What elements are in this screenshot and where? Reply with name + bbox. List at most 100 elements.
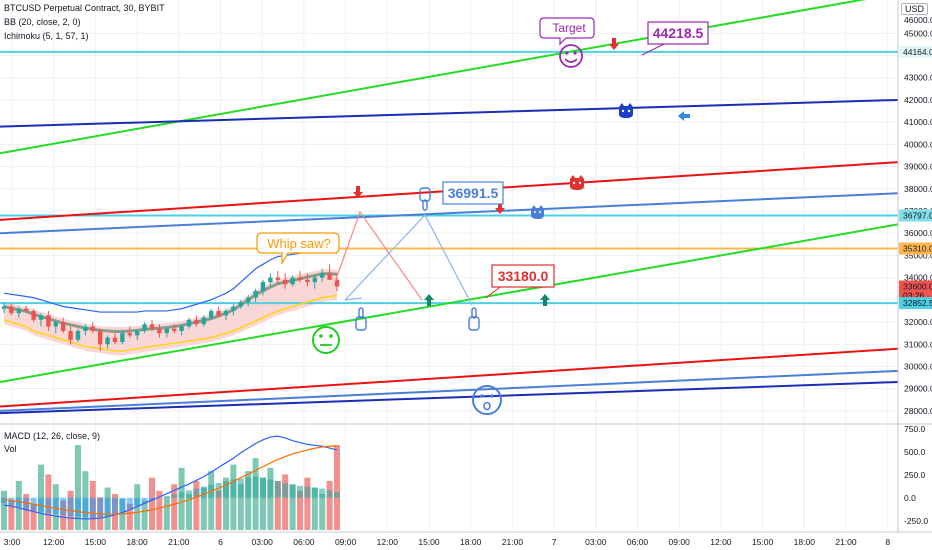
volume-bar	[30, 503, 37, 530]
macd-tick-label: 500.0	[904, 447, 926, 457]
candle-body	[83, 326, 88, 331]
ichimoku-legend[interactable]: Ichimoku (5, 1, 57, 1)	[4, 31, 89, 41]
time-tick-label: 15:00	[752, 537, 774, 547]
volume-bar	[38, 464, 44, 530]
mid-price-callout: 36991.5	[442, 181, 504, 205]
volume-bar	[326, 480, 333, 530]
macd-histogram-bar	[45, 497, 52, 514]
target-label: Target	[552, 21, 586, 35]
cloud-area	[4, 269, 337, 356]
macd-histogram-bar	[297, 485, 303, 498]
currency-badge[interactable]: USD	[900, 3, 928, 15]
cat-icon	[619, 103, 633, 118]
price-tick-label: 40000.0	[904, 139, 932, 149]
vol-legend[interactable]: Vol	[4, 444, 17, 454]
time-tick-label: 8	[885, 537, 890, 547]
macd-histogram-bar	[186, 490, 192, 498]
volume-bar	[334, 445, 340, 530]
candles	[1, 264, 340, 351]
candle-body	[112, 337, 118, 343]
price-badge-label: 36797.0	[903, 211, 932, 221]
volume-bar	[237, 484, 244, 530]
candle-body	[127, 333, 132, 336]
volume-bar	[282, 474, 289, 530]
time-tick-label: 18:00	[126, 537, 148, 547]
chart-grid	[0, 0, 898, 530]
candle-body	[179, 326, 184, 331]
macd-histogram-bar	[163, 495, 170, 498]
volume-bar	[267, 467, 274, 530]
target-price-callout: 44218.5	[641, 21, 709, 56]
volume-bar	[156, 490, 163, 530]
time-tick-label: 15:00	[418, 537, 440, 547]
candle-body	[201, 317, 206, 325]
price-badge	[899, 209, 932, 222]
macd-histogram-bar	[75, 497, 81, 518]
time-tick-label: 09:00	[669, 537, 691, 547]
candle-body	[9, 306, 14, 314]
trendline-green-lower	[0, 223, 899, 384]
volume-bar	[223, 477, 229, 530]
arrow-left-icon	[678, 111, 690, 121]
price-tick-label: 31000.0	[904, 339, 932, 349]
macd-legend[interactable]: MACD (12, 26, close, 9)	[4, 431, 101, 441]
trendline-green-upper	[0, 0, 867, 155]
candle-body	[290, 277, 295, 285]
macd-histogram-bar	[311, 487, 318, 498]
time-tick-label: 21:00	[502, 537, 524, 547]
arrow-up-icon	[540, 294, 550, 306]
hand-pointer-icon	[468, 307, 480, 331]
volume-bar	[319, 494, 326, 530]
price-tick-label: 28000.0	[904, 406, 932, 416]
candle-body	[327, 273, 332, 280]
time-tick-label: 03:00	[252, 537, 274, 547]
macd-histogram-bar	[112, 497, 118, 515]
candle-body	[75, 330, 81, 340]
macd-histogram-bar	[260, 477, 266, 498]
time-tick-label: 12:00	[377, 537, 399, 547]
trendline-blue-upper	[0, 192, 899, 235]
signal-line	[3, 445, 338, 515]
price-tick-label: 30000.0	[904, 361, 932, 371]
macd-histogram-bar	[67, 497, 74, 517]
time-tick-label: 12:00	[710, 537, 732, 547]
price-badge-label: 33600.0	[903, 282, 932, 292]
candle-body	[1, 306, 7, 309]
volume-bar	[23, 494, 30, 530]
time-tick-label: 18:00	[460, 537, 482, 547]
candle-body	[231, 306, 236, 311]
candle-body	[98, 330, 103, 345]
low-price-callout: 33180.0	[485, 264, 555, 299]
macd-histogram-bar	[141, 497, 148, 504]
target-callout: Target	[539, 17, 595, 46]
hand-pointer-icon	[355, 307, 367, 331]
volume-bar	[297, 490, 303, 530]
macd-tick-label: -250.0	[904, 516, 928, 526]
target-price-label: 44218.5	[653, 25, 704, 41]
candle-body	[31, 310, 36, 320]
candle-body	[38, 315, 44, 320]
volume-bar	[289, 484, 296, 530]
symbol-legend[interactable]: BTCUSD Perpetual Contract, 30, BYBIT	[4, 3, 165, 13]
price-badge-label: 44164.0	[903, 47, 932, 57]
candle-body	[90, 326, 95, 331]
bb-legend[interactable]: BB (20, close, 2, 0)	[4, 17, 81, 27]
arrow-down-icon	[495, 202, 505, 214]
volume-bar	[126, 503, 133, 530]
macd-histogram-bar	[304, 486, 311, 498]
time-tick-label: 18:00	[794, 537, 816, 547]
macd-histogram-bar	[178, 492, 185, 498]
candle-body	[246, 297, 251, 303]
candle-body	[312, 277, 317, 283]
macd-histogram-bar	[200, 486, 207, 498]
candle-body	[157, 328, 162, 334]
macd-histogram-bar	[274, 481, 281, 498]
macd-histogram-bar	[126, 497, 133, 509]
whipsaw-label: Whip saw?	[267, 236, 331, 251]
time-tick-label: 06:00	[293, 537, 315, 547]
macd-histogram-bar	[149, 497, 155, 501]
trendline-blue-lower	[0, 369, 899, 412]
candle-body	[268, 277, 273, 283]
volume-bar	[274, 480, 281, 530]
